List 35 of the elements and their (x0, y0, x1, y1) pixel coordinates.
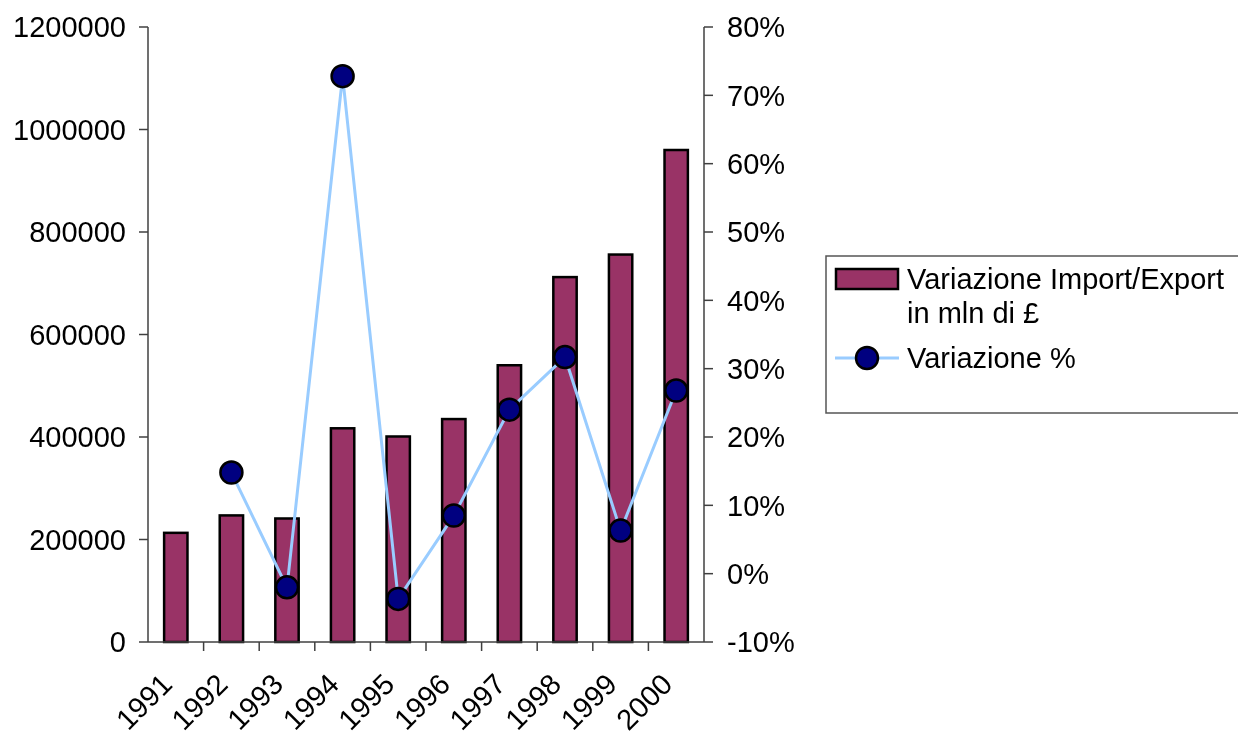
y-tick-label: 1200000 (13, 11, 126, 44)
point (552, 344, 578, 370)
bar (607, 253, 634, 644)
legend-label: Variazione % (907, 342, 1076, 374)
y-tick-label: 0 (109, 626, 126, 659)
y2-tick-label: 0% (727, 558, 769, 591)
point (385, 586, 411, 612)
bar (552, 275, 578, 644)
y2-tick-label: 70% (727, 79, 786, 112)
legend-label: Variazione Import/Export in mln di £ (907, 263, 1224, 329)
y2-tick-label: 10% (727, 489, 786, 522)
y2-tick-label: -10% (727, 626, 795, 659)
y2-tick-label: 40% (727, 284, 786, 317)
bar (496, 364, 523, 644)
bar (663, 148, 690, 644)
y2-tick-label: 20% (727, 421, 786, 454)
y2-tick-label: 80% (727, 11, 786, 44)
y2-tick-label: 30% (727, 353, 786, 386)
bar (162, 531, 189, 644)
point (608, 518, 633, 543)
point (330, 63, 355, 89)
bar (218, 514, 245, 644)
bar (329, 427, 356, 644)
point (274, 575, 300, 600)
y2-tick-label: 60% (727, 148, 786, 181)
y-tick-label: 1000000 (13, 113, 126, 146)
y-tick-label: 600000 (29, 318, 126, 351)
point (441, 503, 467, 528)
point (219, 460, 244, 485)
point (497, 397, 522, 422)
y-tick-label: 200000 (29, 523, 126, 556)
y-tick-label: 400000 (29, 421, 126, 454)
y-tick-label: 800000 (29, 216, 126, 249)
point (663, 378, 689, 403)
y2-tick-label: 50% (727, 216, 786, 249)
